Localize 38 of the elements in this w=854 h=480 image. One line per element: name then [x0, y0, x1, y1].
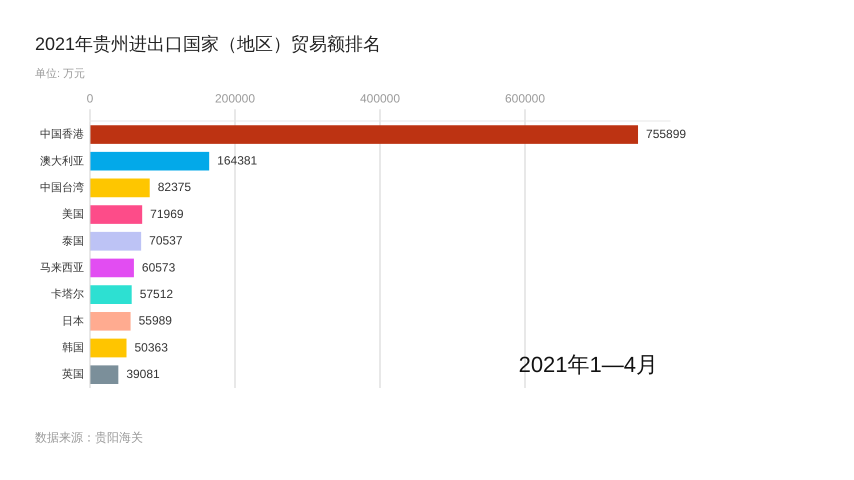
y-tick-label: 中国台湾: [40, 180, 84, 194]
y-tick-label: 中国香港: [40, 128, 84, 141]
bar: [90, 152, 210, 171]
y-tick-label: 韩国: [62, 341, 84, 354]
y-tick-label: 马来西亚: [40, 260, 84, 274]
bar: [90, 365, 118, 384]
y-tick-label: 澳大利亚: [40, 154, 84, 168]
source-note: 数据来源：贵阳海关: [35, 430, 143, 444]
bar: [90, 205, 142, 224]
y-tick-label: 卡塔尔: [51, 288, 84, 301]
data-label: 82375: [158, 180, 192, 194]
x-tick-label: 0: [86, 91, 94, 106]
x-tick-label: 400000: [360, 91, 400, 106]
data-label: 755899: [646, 126, 686, 141]
bar: [90, 232, 142, 251]
chart-title: 2021年贵州进出口国家（地区）贸易额排名: [35, 34, 382, 54]
x-tick-label: 200000: [214, 91, 256, 106]
bar: [90, 178, 150, 198]
data-label: 70537: [149, 234, 183, 248]
bar: [90, 125, 638, 144]
bar: [90, 338, 127, 358]
data-label: 50363: [134, 340, 168, 354]
bar: [90, 312, 131, 331]
data-label: 71969: [150, 206, 184, 221]
data-label: 55989: [138, 314, 172, 328]
bar: [90, 285, 132, 304]
bar: [90, 258, 134, 278]
data-label: 57512: [140, 286, 174, 301]
data-label: 60573: [142, 260, 176, 274]
data-label: 39081: [126, 366, 160, 381]
data-label: 164381: [217, 154, 258, 168]
y-tick-label: 泰国: [62, 235, 84, 248]
y-tick-label: 日本: [62, 314, 84, 328]
annotation: 2021年1—4月: [518, 352, 658, 378]
y-tick-label: 英国: [62, 368, 84, 381]
chart-subtitle: 单位: 万元: [35, 67, 86, 80]
x-tick-label: 600000: [504, 91, 546, 106]
y-tick-label: 美国: [62, 208, 84, 221]
